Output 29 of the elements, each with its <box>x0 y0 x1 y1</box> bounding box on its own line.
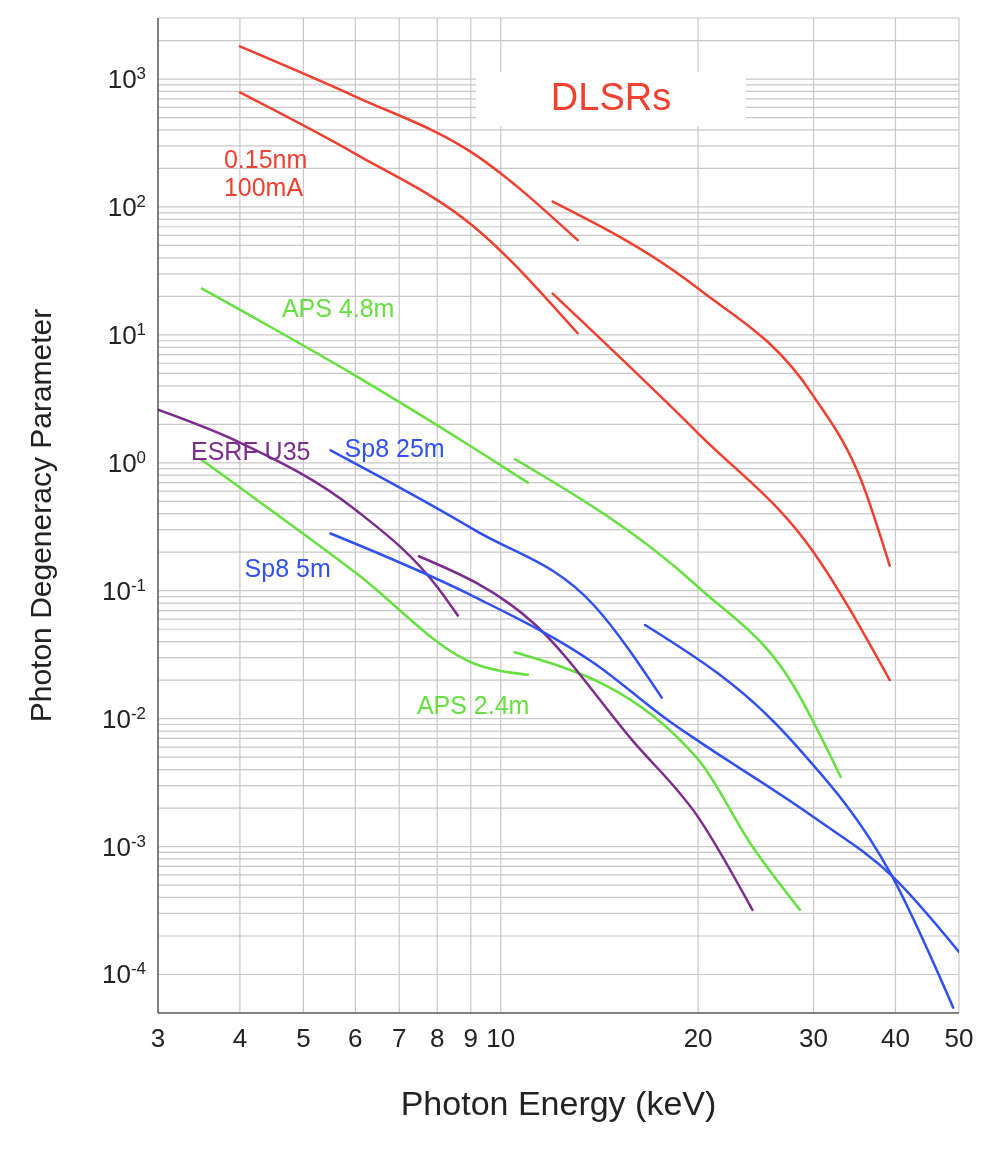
x-tick-label: 10 <box>486 1023 516 1053</box>
x-tick-label: 50 <box>944 1023 974 1053</box>
series-label: Sp8 5m <box>244 553 331 582</box>
x-tick-label: 6 <box>348 1023 363 1053</box>
y-tick-label: 10$^{-4}$ <box>102 958 146 990</box>
y-tick-label: 10$^{1}$ <box>107 319 146 350</box>
x-tick-label: 30 <box>799 1023 829 1053</box>
x-tick-label: 7 <box>392 1023 407 1053</box>
series-label: 0.15nm 100mA <box>223 145 308 201</box>
x-tick-label: 20 <box>683 1023 713 1053</box>
x-tick-label: 4 <box>232 1023 248 1053</box>
y-tick-label: 10$^{3}$ <box>107 63 146 95</box>
y-tick-label: 10$^{2}$ <box>107 191 146 222</box>
series-label: APS 4.8m <box>281 293 395 322</box>
x-tick-label: 9 <box>463 1023 479 1053</box>
y-tick-label: 10$^{-3}$ <box>102 831 146 862</box>
y-tick-label: 10$^{-2}$ <box>102 703 146 734</box>
text: DLSRs <box>549 76 673 119</box>
x-tick-label: 8 <box>430 1023 445 1053</box>
x-tick-label: 40 <box>881 1023 910 1053</box>
x-axis-title: Photon Energy (keV) <box>400 1084 717 1122</box>
x-tick-label: 5 <box>296 1023 311 1053</box>
y-tick-label: 10$^{-1}$ <box>102 575 146 606</box>
series-label: ESRF U35 <box>191 436 311 465</box>
series-label: Sp8 25m <box>344 434 445 463</box>
y-tick-label: 10$^{0}$ <box>107 447 146 478</box>
series-label: APS 2.4m <box>416 691 530 720</box>
x-tick-label: 3 <box>150 1023 166 1053</box>
y-axis-title: Photon Degeneracy Parameter <box>23 308 57 723</box>
